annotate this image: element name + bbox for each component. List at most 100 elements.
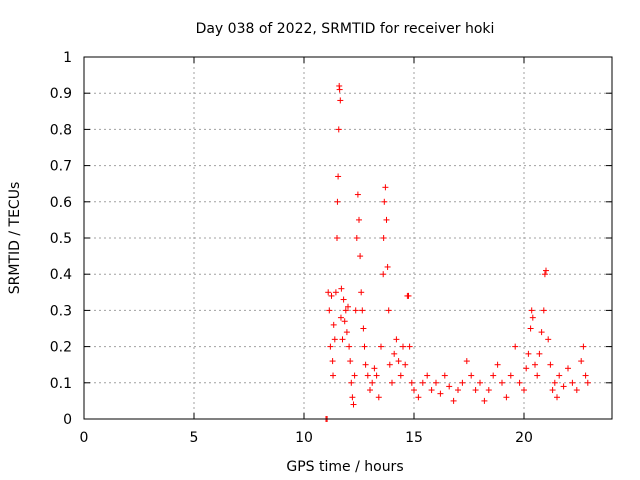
y-tick-label: 0.9 bbox=[50, 86, 72, 102]
data-point bbox=[529, 314, 536, 321]
data-point bbox=[408, 379, 415, 386]
data-point bbox=[485, 387, 492, 394]
data-point bbox=[330, 321, 337, 328]
data-point bbox=[331, 336, 338, 343]
data-point bbox=[538, 329, 545, 336]
data-point bbox=[582, 372, 589, 379]
data-point bbox=[364, 372, 371, 379]
data-point bbox=[349, 394, 356, 401]
data-point bbox=[325, 289, 332, 296]
data-point bbox=[362, 361, 369, 368]
x-tick-label: 15 bbox=[405, 430, 423, 446]
data-point bbox=[402, 361, 409, 368]
data-point bbox=[358, 289, 365, 296]
data-point bbox=[332, 289, 339, 296]
data-point bbox=[507, 372, 514, 379]
data-point bbox=[547, 361, 554, 368]
data-point bbox=[405, 292, 412, 299]
data-point bbox=[512, 343, 519, 350]
data-point bbox=[336, 86, 343, 93]
data-point bbox=[455, 387, 461, 394]
data-point bbox=[359, 307, 366, 314]
data-point bbox=[328, 292, 335, 299]
y-tick-label: 0.2 bbox=[50, 340, 72, 356]
data-point bbox=[348, 379, 355, 386]
data-point bbox=[472, 387, 479, 394]
data-point bbox=[354, 191, 361, 198]
data-point bbox=[337, 97, 344, 104]
data-point bbox=[341, 318, 348, 325]
data-point bbox=[339, 336, 346, 343]
x-tick-label: 5 bbox=[190, 430, 199, 446]
data-point bbox=[569, 379, 576, 386]
y-tick-label: 0.6 bbox=[50, 195, 72, 211]
data-point bbox=[334, 198, 341, 205]
data-point bbox=[463, 358, 470, 365]
y-tick-label: 1 bbox=[63, 50, 72, 66]
data-point bbox=[573, 387, 580, 394]
data-point bbox=[543, 267, 549, 274]
data-point bbox=[536, 350, 543, 357]
data-point bbox=[395, 358, 402, 365]
data-point bbox=[446, 383, 453, 390]
data-point bbox=[386, 361, 393, 368]
data-point bbox=[367, 387, 373, 394]
data-point bbox=[361, 343, 368, 350]
data-point bbox=[400, 343, 406, 350]
data-point bbox=[528, 307, 535, 314]
data-point bbox=[391, 350, 398, 357]
x-tick-label: 20 bbox=[515, 430, 533, 446]
data-point bbox=[477, 379, 483, 386]
data-point bbox=[499, 379, 505, 386]
data-point bbox=[415, 394, 422, 401]
y-tick-label: 0.7 bbox=[50, 159, 72, 175]
data-point bbox=[340, 296, 347, 303]
data-point bbox=[346, 343, 353, 350]
data-point bbox=[459, 379, 466, 386]
data-point bbox=[554, 394, 560, 401]
data-point bbox=[580, 343, 587, 350]
data-point bbox=[565, 365, 571, 372]
data-point bbox=[578, 358, 585, 365]
data-point bbox=[327, 343, 334, 350]
data-point bbox=[551, 379, 558, 386]
data-point bbox=[335, 126, 342, 133]
data-point bbox=[481, 397, 488, 404]
points-layer bbox=[323, 82, 591, 422]
data-point bbox=[393, 336, 400, 343]
data-point bbox=[494, 361, 501, 368]
data-point bbox=[357, 253, 364, 260]
data-point bbox=[532, 361, 538, 368]
x-axis-label: GPS time / hours bbox=[286, 459, 403, 475]
y-tick-label: 0.5 bbox=[50, 231, 72, 247]
data-point bbox=[490, 372, 497, 379]
data-point bbox=[384, 263, 391, 270]
x-tick-label: 10 bbox=[295, 430, 313, 446]
data-point bbox=[556, 372, 563, 379]
data-point bbox=[437, 390, 444, 397]
y-tick-label: 0.3 bbox=[50, 303, 72, 319]
data-point bbox=[468, 372, 475, 379]
data-point bbox=[337, 314, 344, 321]
data-point bbox=[329, 358, 336, 365]
y-axis-label: SRMTID / TECUs bbox=[7, 182, 23, 295]
data-point bbox=[397, 372, 404, 379]
data-point bbox=[545, 336, 552, 343]
data-point bbox=[380, 235, 387, 241]
data-point bbox=[353, 235, 360, 241]
data-point bbox=[433, 379, 439, 386]
data-point bbox=[350, 401, 357, 408]
data-point bbox=[382, 184, 389, 191]
data-point bbox=[503, 394, 510, 401]
y-tick-label: 0.1 bbox=[50, 376, 72, 392]
y-tick-label: 0 bbox=[63, 412, 72, 428]
data-point bbox=[345, 303, 351, 310]
data-point bbox=[381, 198, 388, 205]
data-point bbox=[383, 216, 390, 223]
data-point bbox=[334, 235, 340, 241]
data-point bbox=[584, 379, 591, 386]
data-point bbox=[419, 379, 426, 386]
data-point bbox=[326, 307, 333, 314]
data-point bbox=[534, 372, 541, 379]
data-point bbox=[343, 329, 350, 336]
